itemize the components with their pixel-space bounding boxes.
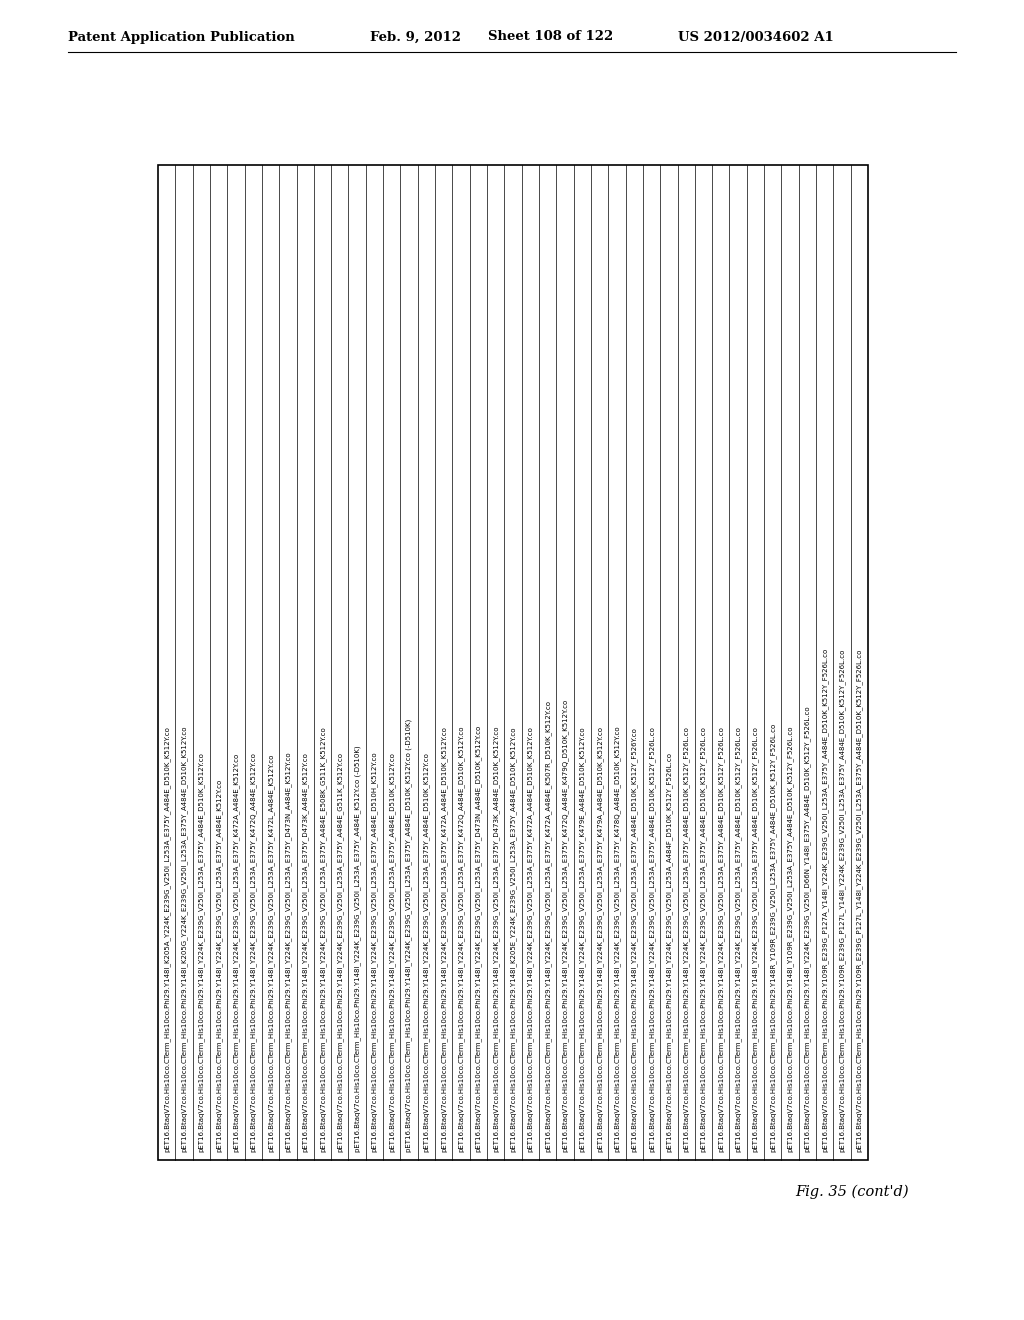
Text: pET16.BtaqV7co.His10co.CTerm_His10co.Phi29.Y148I_Y224K_E239G_V250I_L253A_E375Y_D: pET16.BtaqV7co.His10co.CTerm_His10co.Phi… [475, 725, 481, 1152]
Text: pET16.BtaqV7co.His10co.CTerm_His10co.Phi29.Y148I_Y224K_E239G_V250I_L253A_E375Y_K: pET16.BtaqV7co.His10co.CTerm_His10co.Phi… [250, 752, 257, 1152]
Text: pET16.BtaqV7co.His10co.CTerm_His10co.Phi29.Y148I_Y224K_E239G_V250I_L253A_E375Y_K: pET16.BtaqV7co.His10co.CTerm_His10co.Phi… [527, 726, 534, 1152]
Text: pET16.BtaqV7co.His10co.CTerm_His10co.Phi29.Y148I_Y224K_E239G_V250I_L253A_A484F_D: pET16.BtaqV7co.His10co.CTerm_His10co.Phi… [666, 752, 672, 1152]
Text: pET16.BtaqV7co.His10co.CTerm_His10co.Phi29.Y148I_K205A_Y224K_E239G_V250I_L253A_E: pET16.BtaqV7co.His10co.CTerm_His10co.Phi… [163, 726, 170, 1152]
Text: pET16.BtaqV7co.His10co.CTerm_His10co.Phi29.Y148I_Y224K_E239G_V250I_L253A_E375Y_A: pET16.BtaqV7co.His10co.CTerm_His10co.Phi… [215, 779, 222, 1152]
Text: Fig. 35 (cont'd): Fig. 35 (cont'd) [795, 1185, 908, 1199]
Text: pET16.BtaqV7co.His10co.CTerm_His10co.Phi29.Y148I_Y224K_E239G_V250I_L253A_E375Y_A: pET16.BtaqV7co.His10co.CTerm_His10co.Phi… [752, 726, 759, 1152]
Text: pET16.BtaqV7co.His10co.CTerm_His10co.Phi29.Y148I_Y224K_E239G_V250I_L253A_E375Y_D: pET16.BtaqV7co.His10co.CTerm_His10co.Phi… [285, 751, 291, 1152]
Text: pET16.BtaqV7co.His10co.CTerm_His10co.Phi29.Y148I_Y224K_E239G_V250I_L253A_E375Y_K: pET16.BtaqV7co.His10co.CTerm_His10co.Phi… [579, 726, 586, 1152]
Text: pET16.BtaqV7co.His10co.CTerm_His10co.Phi29.Y148I_Y224K_E239G_V250I_L253A_E375Y_K: pET16.BtaqV7co.His10co.CTerm_His10co.Phi… [613, 726, 621, 1152]
Text: pET16.BtaqV7co.His10co.CTerm_His10co.Phi29.Y148R_Y109R_E239G_V250I_L253A_E375Y_A: pET16.BtaqV7co.His10co.CTerm_His10co.Phi… [769, 723, 776, 1152]
Text: pET16.BtaqV7co.His10co.CTerm_His10co.Phi29.Y148I_Y224K_E239G_V250I_L253A_E375Y_A: pET16.BtaqV7co.His10co.CTerm_His10co.Phi… [735, 726, 741, 1152]
Text: pET16.BtaqV7co.His10co.CTerm_His10co.Phi29.Y148I_Y224K_E239G_V250I_D66N_Y148I_E3: pET16.BtaqV7co.His10co.CTerm_His10co.Phi… [804, 705, 811, 1152]
Text: pET16.BtaqV7co.His10co.CTerm_His10co.Phi29.Y109R_E239G_P127L_Y148I_Y224K_E239G_V: pET16.BtaqV7co.His10co.CTerm_His10co.Phi… [856, 648, 862, 1152]
Text: pET16.BtaqV7co.His10co.CTerm_His10co.Phi29.Y109R_E239G_P127L_Y148I_Y224K_E239G_V: pET16.BtaqV7co.His10co.CTerm_His10co.Phi… [839, 648, 846, 1152]
Text: pET16.BtaqV7co.His10co.CTerm_His10co.Phi29.Y148I_Y224K_E239G_V250I_L253A_E375Y_K: pET16.BtaqV7co.His10co.CTerm_His10co.Phi… [596, 726, 603, 1152]
Text: pET16.BtaqV7co.His10co.CTerm_His10co.Phi29.Y148I_Y224K_E239G_V250I_L253A_E375Y_A: pET16.BtaqV7co.His10co.CTerm_His10co.Phi… [631, 727, 638, 1152]
Text: pET16.BtaqV7co.His10co.CTerm_His10co.Phi29.Y148I_Y224K_E239G_V250I_L253A_E375Y_A: pET16.BtaqV7co.His10co.CTerm_His10co.Phi… [353, 746, 360, 1152]
Text: pET16.BtaqV7co.His10co.CTerm_His10co.Phi29.Y148I_Y224K_E239G_V250I_L253A_E375Y_D: pET16.BtaqV7co.His10co.CTerm_His10co.Phi… [493, 726, 499, 1152]
Text: pET16.BtaqV7co.His10co.CTerm_His10co.Phi29.Y148I_Y224K_E239G_V250I_L253A_E375Y_K: pET16.BtaqV7co.His10co.CTerm_His10co.Phi… [440, 726, 447, 1152]
Text: pET16.BtaqV7co.His10co.CTerm_His10co.Phi29.Y148I_K205E_Y224K_E239G_V250I_L253A_E: pET16.BtaqV7co.His10co.CTerm_His10co.Phi… [510, 726, 516, 1152]
Text: pET16.BtaqV7co.His10co.CTerm_His10co.Phi29.Y148I_Y224K_E239G_V250I_L253A_E375Y_A: pET16.BtaqV7co.His10co.CTerm_His10co.Phi… [683, 726, 689, 1152]
Text: Feb. 9, 2012: Feb. 9, 2012 [370, 30, 461, 44]
Text: pET16.BtaqV7co.His10co.CTerm_His10co.Phi29.Y148I_Y224K_E239G_V250I_L253A_E375Y_K: pET16.BtaqV7co.His10co.CTerm_His10co.Phi… [458, 726, 465, 1152]
Text: Sheet 108 of 122: Sheet 108 of 122 [488, 30, 613, 44]
Text: pET16.BtaqV7co.His10co.CTerm_His10co.Phi29.Y109R_E239G_P127A_Y148I_Y224K_E239G_V: pET16.BtaqV7co.His10co.CTerm_His10co.Phi… [821, 648, 828, 1152]
Text: pET16.BtaqV7co.His10co.CTerm_His10co.Phi29.Y148I_Y224K_E239G_V250I_L253A_E375Y_A: pET16.BtaqV7co.His10co.CTerm_His10co.Phi… [423, 752, 430, 1152]
Text: pET16.BtaqV7co.His10co.CTerm_His10co.Phi29.Y148I_Y224K_E239G_V250I_L253A_E375Y_A: pET16.BtaqV7co.His10co.CTerm_His10co.Phi… [406, 719, 413, 1152]
Text: pET16.BtaqV7co.His10co.CTerm_His10co.Phi29.Y148I_Y224K_E239G_V250I_L253A_E375Y_A: pET16.BtaqV7co.His10co.CTerm_His10co.Phi… [718, 726, 724, 1152]
Text: Patent Application Publication: Patent Application Publication [68, 30, 295, 44]
Text: pET16.BtaqV7co.His10co.CTerm_His10co.Phi29.Y148I_Y224K_E239G_V250I_L253A_E375Y_D: pET16.BtaqV7co.His10co.CTerm_His10co.Phi… [302, 752, 308, 1152]
Text: pET16.BtaqV7co.His10co.CTerm_His10co.Phi29.Y148I_Y224K_E239G_V250I_L253A_E375Y_K: pET16.BtaqV7co.His10co.CTerm_His10co.Phi… [561, 698, 568, 1152]
Text: pET16.BtaqV7co.His10co.CTerm_His10co.Phi29.Y148I_Y224K_E239G_V250I_L253A_E375Y_A: pET16.BtaqV7co.His10co.CTerm_His10co.Phi… [700, 726, 707, 1152]
Text: pET16.BtaqV7co.His10co.CTerm_His10co.Phi29.Y148I_Y224K_E239G_V250I_L253A_E375Y_K: pET16.BtaqV7co.His10co.CTerm_His10co.Phi… [545, 700, 551, 1152]
Text: pET16.BtaqV7co.His10co.CTerm_His10co.Phi29.Y148I_Y224K_E239G_V250I_L253A_E375Y_A: pET16.BtaqV7co.His10co.CTerm_His10co.Phi… [198, 752, 205, 1152]
Text: pET16.BtaqV7co.His10co.CTerm_His10co.Phi29.Y148I_Y224K_E239G_V250I_L253A_E375Y_K: pET16.BtaqV7co.His10co.CTerm_His10co.Phi… [267, 754, 274, 1152]
Text: pET16.BtaqV7co.His10co.CTerm_His10co.Phi29.Y148I_Y224K_E239G_V250I_L253A_E375Y_K: pET16.BtaqV7co.His10co.CTerm_His10co.Phi… [232, 752, 240, 1152]
Text: pET16.BtaqV7co.His10co.CTerm_His10co.Phi29.Y148I_Y224K_E239G_V250I_L253A_E375Y_A: pET16.BtaqV7co.His10co.CTerm_His10co.Phi… [371, 751, 378, 1152]
Text: US 2012/0034602 A1: US 2012/0034602 A1 [678, 30, 834, 44]
Text: pET16.BtaqV7co.His10co.CTerm_His10co.Phi29.Y148I_Y224K_E239G_V250I_L253A_E375Y_A: pET16.BtaqV7co.His10co.CTerm_His10co.Phi… [388, 752, 395, 1152]
Text: pET16.BtaqV7co.His10co.CTerm_His10co.Phi29.Y148I_Y109R_E239G_V250I_L253A_E375Y_A: pET16.BtaqV7co.His10co.CTerm_His10co.Phi… [786, 726, 794, 1152]
Text: pET16.BtaqV7co.His10co.CTerm_His10co.Phi29.Y148I_K205G_Y224K_E239G_V250I_L253A_E: pET16.BtaqV7co.His10co.CTerm_His10co.Phi… [180, 726, 187, 1152]
Text: pET16.BtaqV7co.His10co.CTerm_His10co.Phi29.Y148I_Y224K_E239G_V250I_L253A_E375Y_A: pET16.BtaqV7co.His10co.CTerm_His10co.Phi… [337, 752, 343, 1152]
Text: pET16.BtaqV7co.His10co.CTerm_His10co.Phi29.Y148I_Y224K_E239G_V250I_L253A_E375Y_A: pET16.BtaqV7co.His10co.CTerm_His10co.Phi… [648, 726, 655, 1152]
Text: pET16.BtaqV7co.His10co.CTerm_His10co.Phi29.Y148I_Y224K_E239G_V250I_L253A_E375Y_A: pET16.BtaqV7co.His10co.CTerm_His10co.Phi… [319, 726, 326, 1152]
Bar [158, 165, 868, 1160]
